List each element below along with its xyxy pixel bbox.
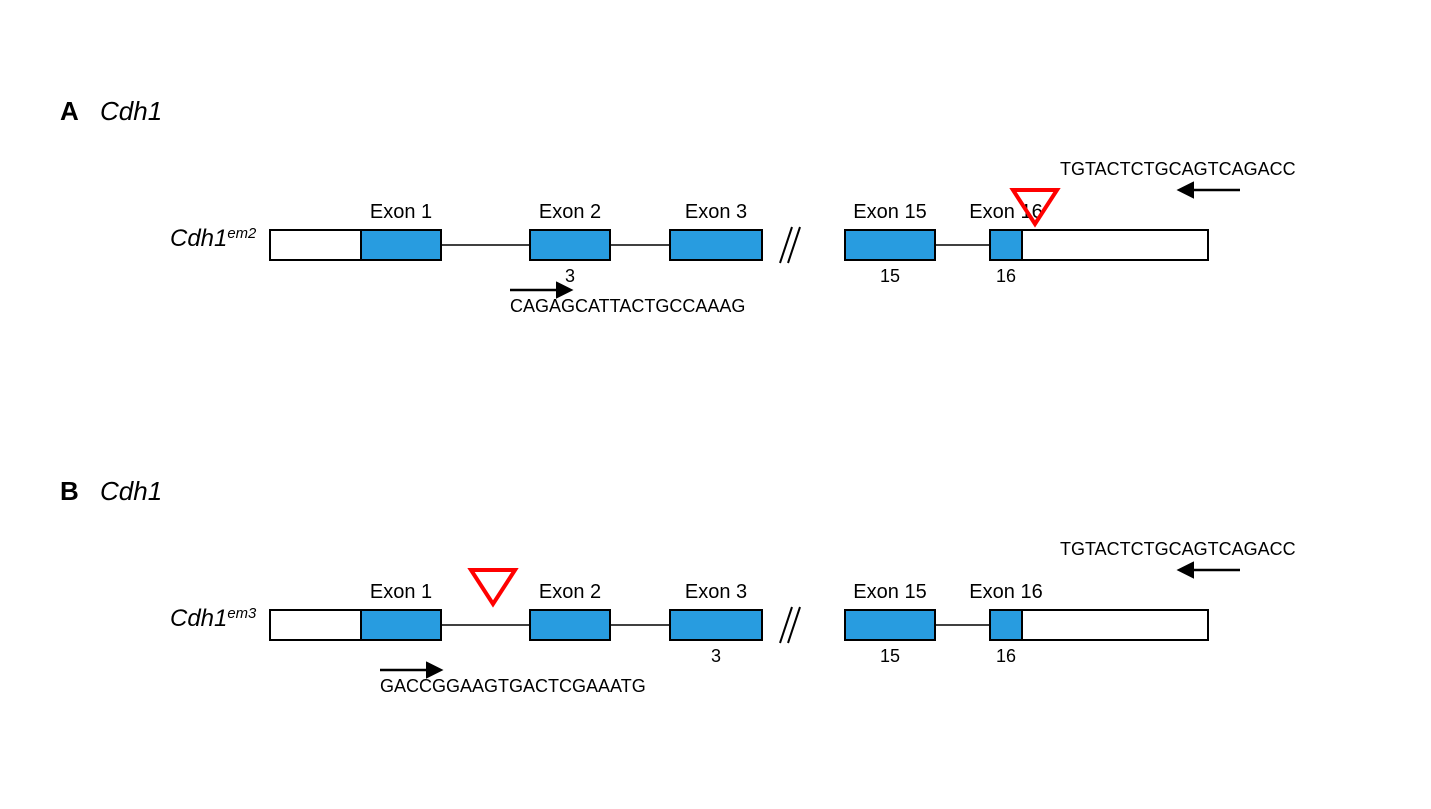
exon-number: 15 [880,646,900,666]
exon-box [845,230,935,260]
allele-label: Cdh1em3 [170,605,257,632]
panel-title: Cdh1 [100,96,162,126]
exon-box [361,230,441,260]
exon-label: Exon 15 [853,201,926,223]
reverse-primer-sequence: TGTACTCTGCAGTCAGACC [1060,539,1296,559]
exon-box [670,230,762,260]
exon-box [530,230,610,260]
allele-label: Cdh1em2 [170,225,257,252]
exon-label: Exon 1 [370,581,432,603]
utr3-box [1022,610,1208,640]
exon-box [530,610,610,640]
exon-label: Exon 16 [969,581,1042,603]
exon-label: Exon 2 [539,581,601,603]
utr5-box [270,610,361,640]
panel-letter: A [60,96,79,126]
exon-label: Exon 3 [685,201,747,223]
forward-primer-sequence: GACCGGAAGTGACTCGAAATG [380,676,646,696]
exon-box [990,610,1022,640]
exon-number: 3 [565,266,575,286]
utr5-box [270,230,361,260]
exon-number: 16 [996,266,1016,286]
exon-label: Exon 1 [370,201,432,223]
forward-primer-sequence: CAGAGCATTACTGCCAAAG [510,296,745,316]
exon-label: Exon 15 [853,581,926,603]
panel-title: Cdh1 [100,476,162,506]
mutation-marker-icon [471,570,515,604]
exon-box [990,230,1022,260]
utr3-box [1022,230,1208,260]
exon-box [670,610,762,640]
panel-letter: B [60,476,79,506]
exon-box [845,610,935,640]
exon-label: Exon 2 [539,201,601,223]
exon-number: 15 [880,266,900,286]
exon-number: 16 [996,646,1016,666]
exon-label: Exon 3 [685,581,747,603]
exon-box [361,610,441,640]
exon-number: 3 [711,646,721,666]
reverse-primer-sequence: TGTACTCTGCAGTCAGACC [1060,159,1296,179]
